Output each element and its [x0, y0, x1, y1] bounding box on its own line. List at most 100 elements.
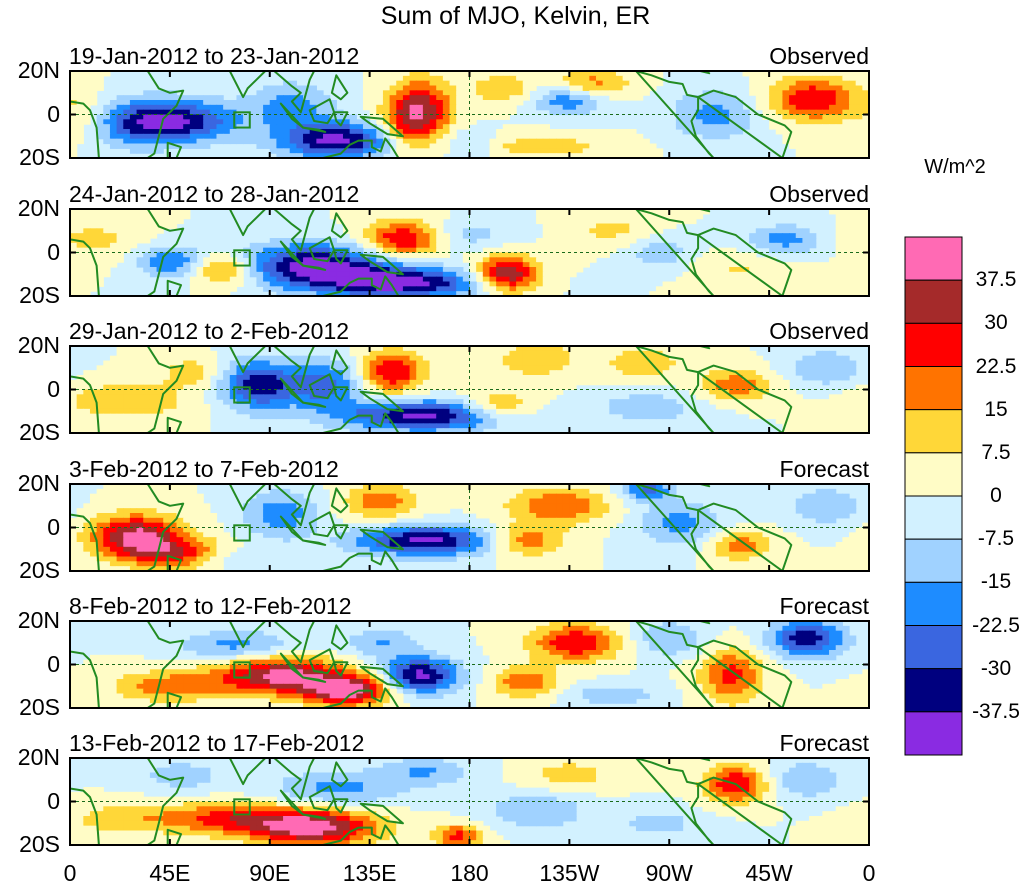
field-cell: [103, 503, 111, 509]
field-cell: [462, 360, 471, 366]
field-cell: [749, 71, 757, 77]
field-cell: [655, 404, 664, 410]
field-cell: [96, 498, 104, 504]
field-cell: [795, 95, 804, 101]
field-cell: [349, 228, 357, 234]
field-cell: [289, 242, 297, 249]
field-cell: [336, 138, 344, 145]
field-cell: [336, 143, 344, 149]
field-cell: [442, 129, 451, 135]
field-cell: [469, 71, 477, 77]
field-cell: [149, 100, 158, 106]
field-cell: [243, 394, 251, 400]
field-cell: [789, 247, 797, 254]
field-cell: [323, 267, 331, 273]
field-cell: [402, 413, 411, 420]
field-cell: [795, 498, 804, 504]
field-cell: [802, 100, 810, 106]
field-cell: [203, 100, 211, 106]
field-cell: [809, 355, 817, 362]
field-cell: [489, 276, 497, 283]
field-cell: [382, 218, 391, 225]
field-cell: [349, 124, 357, 130]
field-cell: [775, 281, 784, 287]
field-cell: [409, 80, 417, 87]
field-cell: [189, 124, 198, 130]
field-cell: [502, 138, 511, 145]
field-cell: [749, 238, 757, 244]
field-cell: [516, 394, 524, 400]
field-cell: [123, 404, 131, 410]
field-cell: [589, 218, 597, 225]
field-cell: [562, 238, 570, 244]
field-cell: [549, 355, 557, 362]
field-cell: [436, 233, 444, 239]
field-cell: [129, 384, 138, 391]
field-cell: [396, 114, 404, 120]
field-cell: [276, 413, 284, 420]
field-cell: [176, 360, 184, 366]
field-cell: [416, 484, 424, 490]
field-cell: [662, 404, 670, 410]
field-cell: [596, 143, 604, 149]
field-cell: [482, 267, 491, 273]
field-cell: [70, 423, 78, 429]
field-cell: [323, 133, 331, 140]
field-cell: [96, 75, 104, 82]
field-cell: [635, 75, 644, 82]
field-cell: [815, 267, 823, 273]
field-cell: [469, 228, 477, 234]
field-cell: [689, 95, 697, 101]
field-cell: [136, 119, 144, 125]
field-cell: [396, 90, 404, 96]
field-cell: [695, 286, 704, 292]
field-cell: [96, 271, 104, 278]
field-cell: [96, 213, 104, 220]
field-cell: [842, 291, 850, 296]
field-cell: [589, 238, 597, 244]
field-cell: [642, 408, 650, 415]
field-cell: [269, 262, 278, 268]
field-cell: [795, 124, 804, 130]
field-cell: [289, 138, 297, 145]
field-cell: [116, 133, 124, 140]
field-cell: [83, 267, 91, 273]
field-cell: [123, 498, 131, 504]
field-cell: [629, 375, 637, 381]
field-cell: [629, 138, 637, 145]
field-cell: [389, 75, 397, 82]
field-cell: [436, 365, 444, 371]
field-cell: [609, 90, 617, 96]
field-cell: [203, 119, 211, 125]
coastline: [635, 209, 715, 296]
field-cell: [849, 252, 857, 258]
field-cell: [835, 80, 843, 87]
field-cell: [662, 247, 670, 254]
field-cell: [782, 404, 790, 410]
field-cell: [829, 133, 837, 140]
field-cell: [129, 114, 138, 120]
field-cell: [189, 252, 198, 258]
field-cell: [349, 493, 357, 500]
field-cell: [702, 257, 710, 263]
field-cell: [482, 413, 491, 420]
field-cell: [675, 404, 684, 410]
field-cell: [449, 346, 457, 352]
field-cell: [296, 267, 304, 273]
field-cell: [116, 418, 124, 424]
field-cell: [675, 498, 684, 504]
field-cell: [569, 75, 577, 82]
field-cell: [695, 389, 704, 395]
field-cell: [156, 384, 164, 391]
field-cell: [382, 291, 391, 296]
field-cell: [276, 281, 284, 287]
field-cell: [342, 413, 351, 420]
field-cell: [263, 413, 271, 420]
field-cell: [755, 281, 764, 287]
field-cell: [822, 413, 830, 420]
field-cell: [389, 350, 397, 357]
field-cell: [223, 281, 231, 287]
field-cell: [735, 129, 744, 135]
coastline: [308, 236, 336, 263]
field-cell: [76, 379, 84, 386]
